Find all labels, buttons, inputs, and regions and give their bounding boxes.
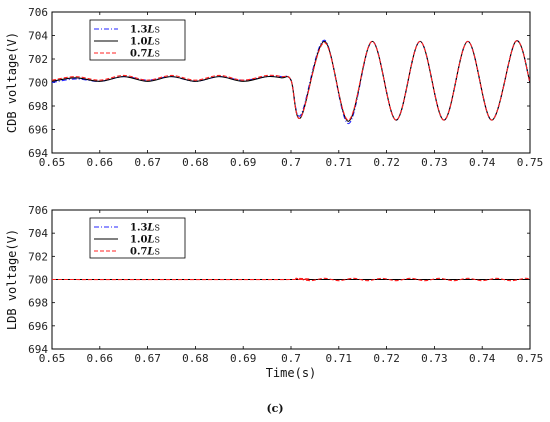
y-tick-label: 704 — [28, 227, 48, 240]
y-axis-label: LDB voltage(V) — [5, 229, 19, 330]
x-tick-label: 0.71 — [326, 352, 353, 365]
y-tick-label: 702 — [28, 250, 48, 263]
x-tick-label: 0.69 — [230, 156, 257, 169]
x-tick-label: 0.74 — [469, 352, 496, 365]
x-tick-label: 0.7 — [281, 156, 301, 169]
x-tick-label: 0.69 — [230, 352, 257, 365]
legend-label: 0.7LS — [130, 247, 160, 258]
y-tick-label: 698 — [28, 100, 48, 113]
x-tick-label: 0.68 — [182, 156, 209, 169]
y-tick-label: 706 — [28, 204, 48, 217]
x-tick-label: 0.66 — [87, 352, 114, 365]
y-tick-label: 704 — [28, 30, 48, 43]
legend-label: 1.0LS — [130, 235, 160, 246]
x-tick-label: 0.65 — [39, 352, 66, 365]
x-tick-label: 0.72 — [373, 156, 400, 169]
legend-box — [89, 19, 186, 61]
y-tick-label: 698 — [28, 297, 48, 310]
x-tick-label: 0.67 — [134, 352, 161, 365]
y-tick-label: 706 — [28, 6, 48, 19]
x-tick-label: 0.72 — [373, 352, 400, 365]
figure-caption: (c) — [266, 402, 283, 415]
y-tick-label: 696 — [28, 320, 48, 333]
y-tick-label: 700 — [28, 274, 48, 287]
series-line-0-7 — [52, 40, 530, 121]
x-tick-label: 0.73 — [421, 352, 448, 365]
legend-label: 1.3LS — [130, 223, 160, 234]
y-tick-label: 694 — [28, 343, 48, 356]
legend-label: 1.3LS — [130, 25, 160, 36]
x-tick-label: 0.68 — [182, 352, 209, 365]
cdb-voltage-panel: 0.65 0.66 0.67 0.68 0.69 0.7 0.71 0.72 0.73 0.74 0… — [5, 6, 543, 169]
legend-label: 0.7LS — [130, 49, 160, 60]
x-tick-label: 0.71 — [326, 156, 353, 169]
x-tick-label: 0.66 — [87, 156, 114, 169]
x-tick-label: 0.7 — [281, 352, 301, 365]
series-line-0-7 — [52, 277, 530, 282]
legend-box — [89, 217, 186, 259]
x-tick-label: 0.75 — [517, 352, 544, 365]
x-tick-label: 0.75 — [517, 156, 544, 169]
x-tick-label: 0.73 — [421, 156, 448, 169]
x-tick-label: 0.67 — [134, 156, 161, 169]
x-tick-label: 0.65 — [39, 156, 66, 169]
y-tick-label: 700 — [28, 77, 48, 90]
x-axis-label: Time(s) — [266, 366, 317, 380]
ldb-voltage-panel: 0.65 0.66 0.67 0.68 0.69 0.7 0.71 0.72 0.73 0.74 0… — [5, 204, 543, 380]
y-axis-label: CDB voltage(V) — [5, 32, 19, 133]
x-tick-label: 0.74 — [469, 156, 496, 169]
y-tick-label: 702 — [28, 53, 48, 66]
y-tick-label: 696 — [28, 124, 48, 137]
y-tick-label: 694 — [28, 147, 48, 160]
legend-label: 1.0LS — [130, 37, 160, 48]
